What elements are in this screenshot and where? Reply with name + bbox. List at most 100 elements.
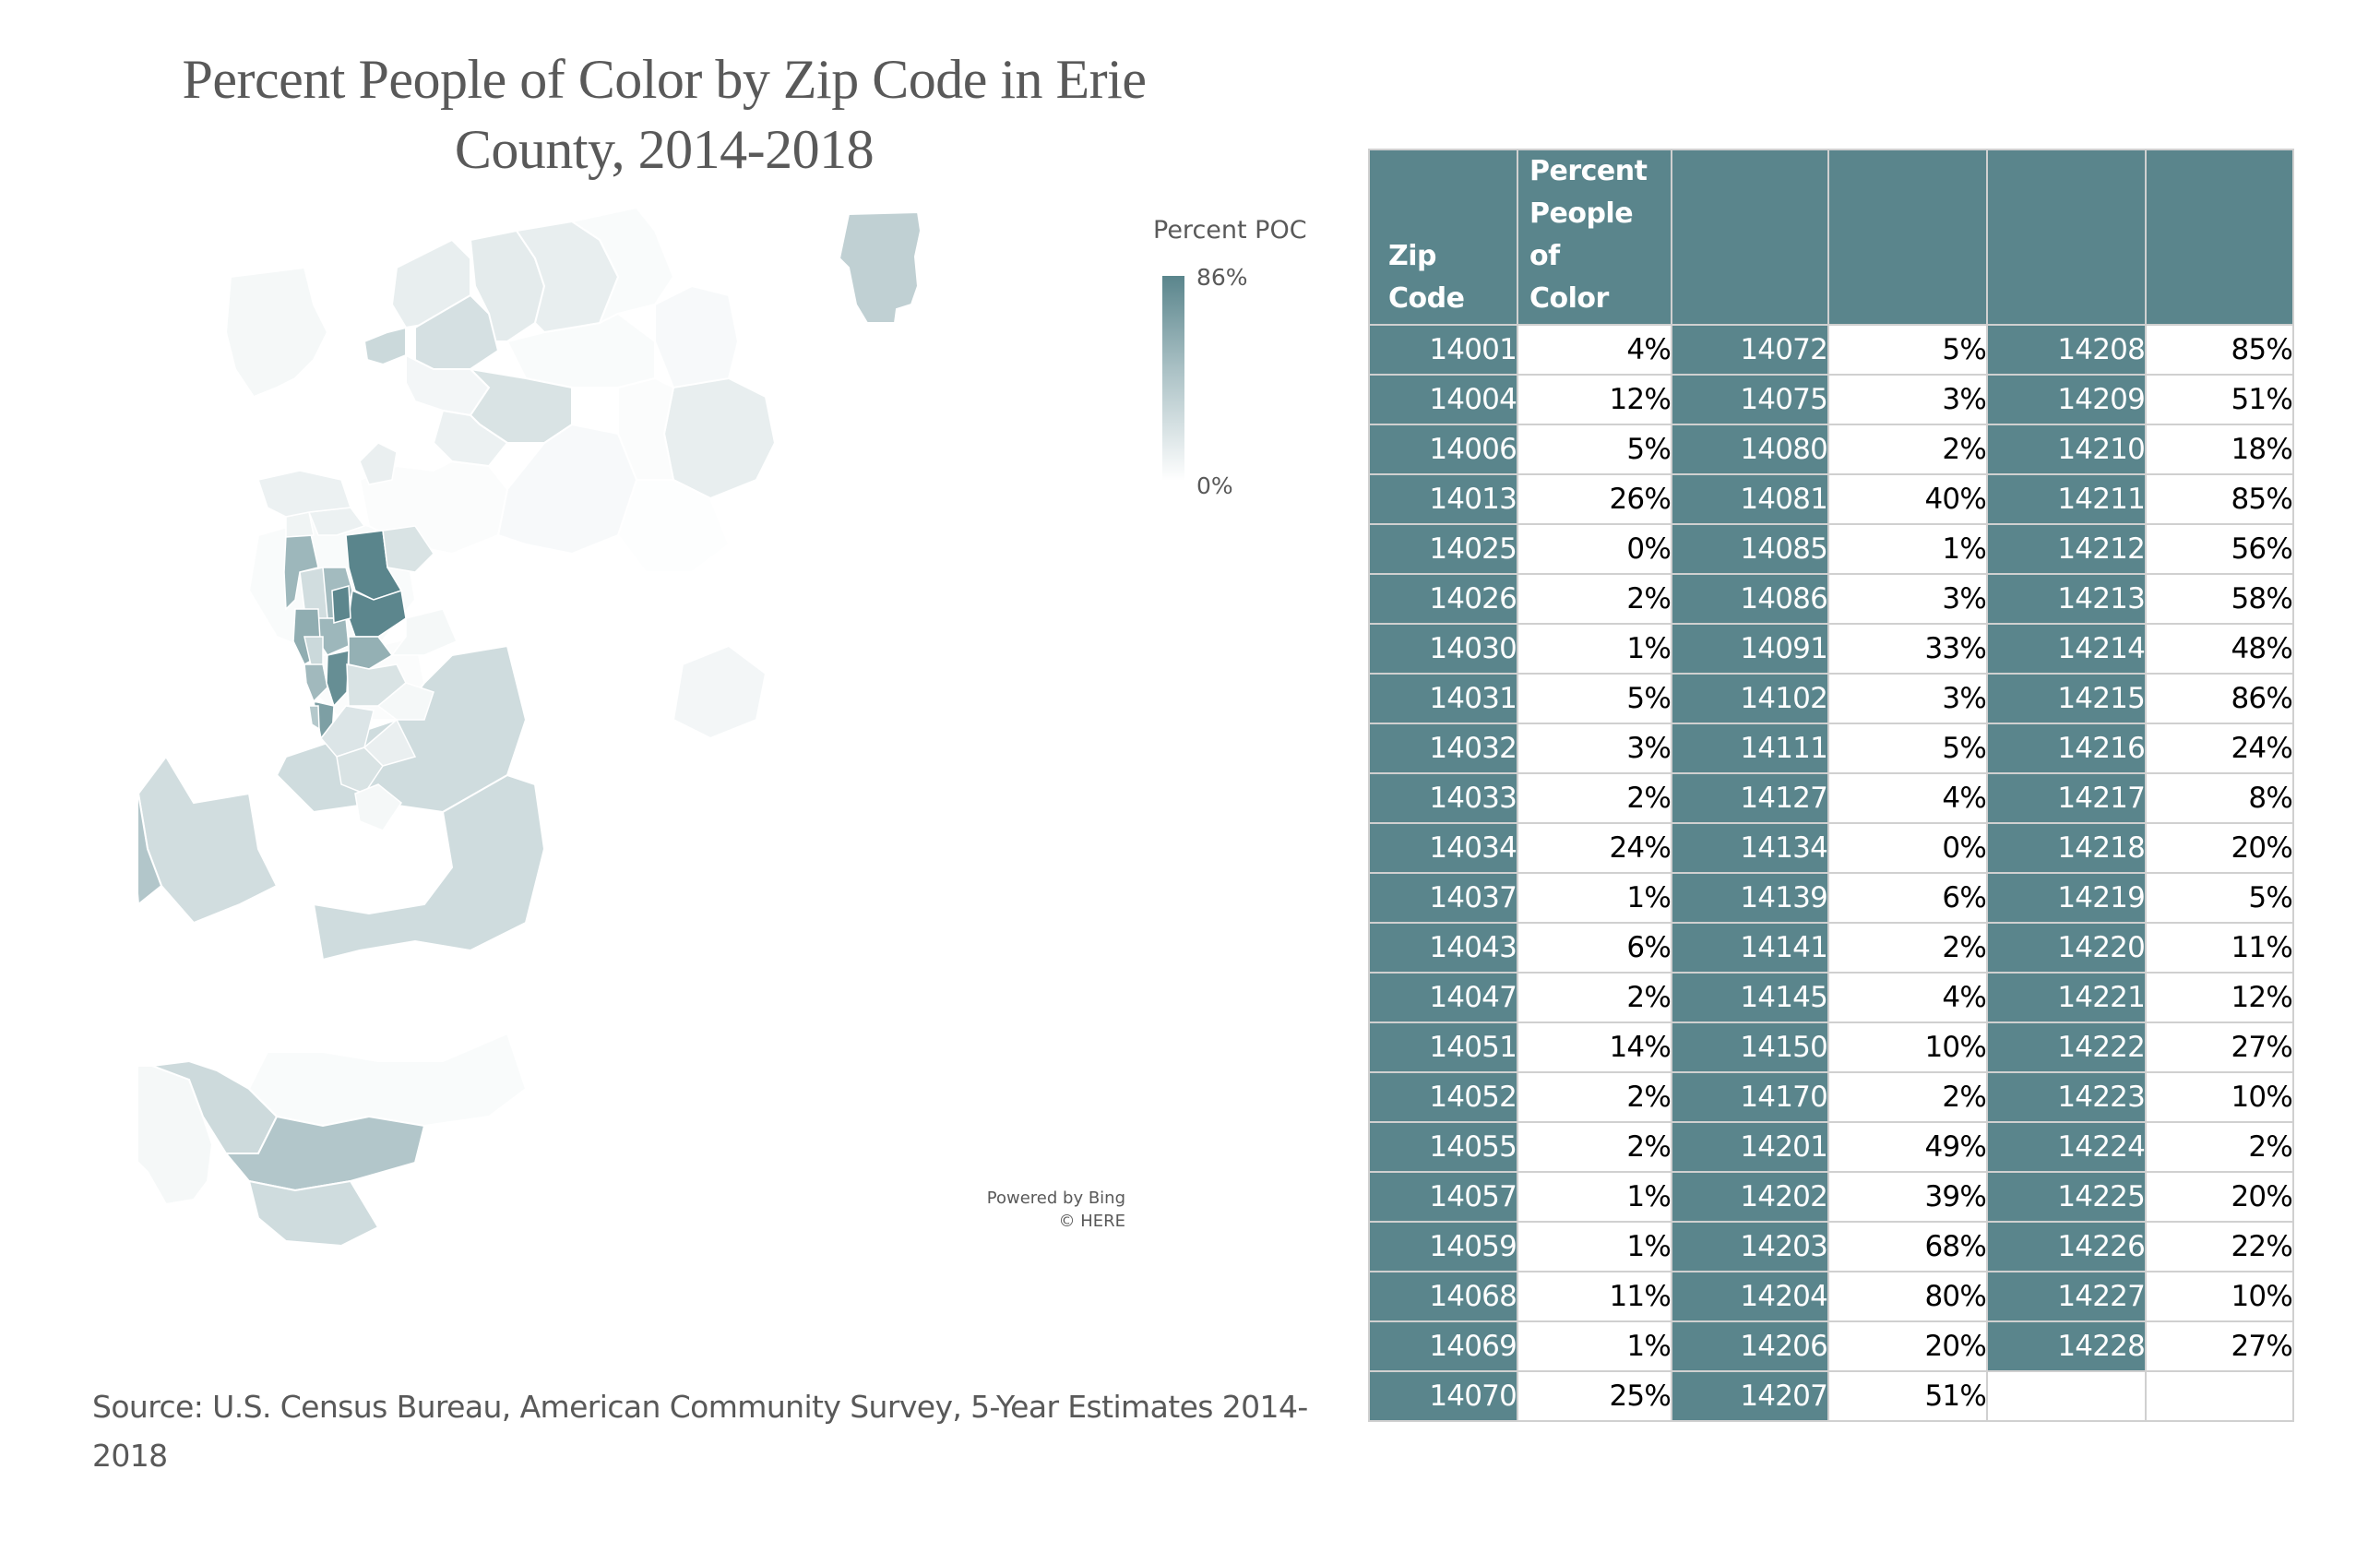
percent-cell: 5%: [1517, 424, 1672, 475]
zip-region-14034[interactable]: [138, 755, 279, 925]
zip-region-14225[interactable]: [468, 367, 573, 444]
zip-code-cell: 14209: [1986, 374, 2147, 425]
zip-region-14221[interactable]: [515, 220, 620, 334]
percent-cell: 10%: [2145, 1271, 2294, 1322]
percent-cell: 10%: [2145, 1071, 2294, 1123]
zip-code-cell: 14032: [1368, 723, 1518, 774]
percent-cell: 12%: [1517, 374, 1672, 425]
zip-code-cell: 14141: [1671, 922, 1829, 974]
zip-region-14070[interactable]: [247, 1179, 380, 1246]
percent-cell: 5%: [1827, 324, 1988, 376]
table-row: 14057 1% 14202 39% 14225 20%: [1368, 1171, 2294, 1223]
table-body: 14001 4% 14072 5% 14208 85% 14004 12% 14075 3% 142…: [1368, 324, 2294, 1422]
percent-cell: 58%: [2145, 573, 2294, 625]
zip-code-cell: 14204: [1671, 1271, 1829, 1322]
zip-region-14226[interactable]: [414, 293, 500, 370]
zip-region-14228[interactable]: [363, 326, 407, 366]
zip-code-cell: 14047: [1368, 972, 1518, 1023]
zip-region-14139[interactable]: [672, 644, 768, 740]
zip-region-14004[interactable]: [662, 376, 777, 500]
map-title: Percent People of Color by Zip Code in E…: [92, 44, 1236, 185]
zip-region-14025[interactable]: [524, 533, 648, 657]
zip-code-cell: 14069: [1368, 1320, 1518, 1372]
zip-code-cell: 14026: [1368, 573, 1518, 625]
zip-code-cell: 14006: [1368, 424, 1518, 475]
column-header: Zip Code: [1368, 149, 1518, 326]
zip-region-14102[interactable]: [247, 1032, 528, 1128]
percent-cell: 1%: [1517, 1221, 1672, 1272]
zip-region-14225[interactable]: [382, 525, 434, 573]
table-row: 14037 1% 14139 6% 14219 5%: [1368, 872, 2294, 924]
zip-code-cell: 14207: [1671, 1370, 1829, 1422]
zip-region-14070[interactable]: [312, 773, 546, 962]
table-row: 14025 0% 14085 1% 14212 56%: [1368, 523, 2294, 575]
zip-region-14204[interactable]: [326, 650, 350, 708]
zip-region-14031[interactable]: [390, 608, 458, 656]
percent-cell: 6%: [1827, 872, 1988, 924]
zip-code-cell: 14091: [1671, 623, 1829, 675]
zip-region-14210[interactable]: [320, 705, 375, 758]
legend-min-label: 0%: [1196, 472, 1233, 499]
zip-region-14091[interactable]: [838, 210, 922, 324]
zip-region-14227[interactable]: [432, 409, 509, 468]
table-row: 14001 4% 14072 5% 14208 85%: [1368, 324, 2294, 376]
table-row: 14034 24% 14134 0% 14218 20%: [1368, 822, 2294, 874]
zip-region-14068[interactable]: [359, 442, 398, 485]
zip-code-cell: 14102: [1671, 673, 1829, 724]
column-header-word: People: [1529, 197, 1634, 230]
zip-code-cell: 14034: [1368, 822, 1518, 874]
table-row: 14068 11% 14204 80% 14227 10%: [1368, 1271, 2294, 1322]
zip-code-cell: 14215: [1986, 673, 2147, 724]
percent-cell: 51%: [1827, 1370, 1988, 1422]
zip-code-cell: 14004: [1368, 374, 1518, 425]
zip-region-14150[interactable]: [257, 470, 352, 518]
zip-code-cell: 14025: [1368, 523, 1518, 575]
zip-code-cell: 14203: [1671, 1221, 1829, 1272]
zip-code-cell: 14080: [1671, 424, 1829, 475]
zip-code-cell: 14227: [1986, 1271, 2147, 1322]
table-row: 14013 26% 14081 40% 14211 85%: [1368, 473, 2294, 525]
percent-cell: 49%: [1827, 1121, 1988, 1173]
table-row: 14055 2% 14201 49% 14224 2%: [1368, 1121, 2294, 1173]
percent-cell: 1%: [1517, 1320, 1672, 1372]
percent-cell: 2%: [1827, 922, 1988, 974]
percent-cell: 39%: [1827, 1171, 1988, 1223]
choropleth-map[interactable]: [138, 203, 987, 1246]
zip-region-14081[interactable]: [138, 793, 163, 906]
table-row: 14047 2% 14145 4% 14221 12%: [1368, 972, 2294, 1023]
zip-region-14220[interactable]: [363, 718, 417, 767]
zip-region-14219[interactable]: [354, 783, 403, 831]
percent-cell: 11%: [1517, 1271, 1672, 1322]
zip-region-14202[interactable]: [308, 705, 320, 731]
table-row: 14033 2% 14127 4% 14217 8%: [1368, 772, 2294, 824]
column-header-empty: [1671, 149, 1829, 326]
zip-region-14208[interactable]: [331, 585, 351, 624]
zip-code-cell: 14201: [1671, 1121, 1829, 1173]
percent-cell: 24%: [2145, 723, 2294, 774]
zip-code-cell: 14111: [1671, 723, 1829, 774]
zip-code-cell: 14013: [1368, 473, 1518, 525]
zip-code-cell: 14145: [1671, 972, 1829, 1023]
zip-region-14218[interactable]: [336, 747, 384, 794]
zip-code-cell: 14072: [1671, 324, 1829, 376]
source-note: Source: U.S. Census Bureau, American Com…: [92, 1389, 1308, 1474]
percent-cell: 14%: [1517, 1021, 1672, 1073]
zip-region-14072[interactable]: [224, 266, 329, 399]
zip-region-14111[interactable]: [376, 682, 434, 721]
percent-cell: 85%: [2145, 473, 2294, 525]
map-title-line2: County, 2014-2018: [454, 119, 875, 180]
zip-code-cell: 14217: [1986, 772, 2147, 824]
column-header-word: Zip: [1388, 240, 1437, 272]
percent-cell: 2%: [1517, 772, 1672, 824]
percent-cell: 48%: [2145, 623, 2294, 675]
percent-cell: 4%: [1517, 324, 1672, 376]
zip-region-14201[interactable]: [303, 663, 328, 703]
percent-cell: 20%: [1827, 1320, 1988, 1372]
zip-region-14211[interactable]: [348, 589, 407, 638]
zip-code-cell: 14206: [1671, 1320, 1829, 1372]
percent-cell: 2%: [1517, 573, 1672, 625]
percent-cell: 10%: [1827, 1021, 1988, 1073]
percent-cell: 12%: [2145, 972, 2294, 1023]
column-header-word: Percent: [1529, 155, 1648, 187]
zip-region-14059[interactable]: [616, 479, 731, 573]
